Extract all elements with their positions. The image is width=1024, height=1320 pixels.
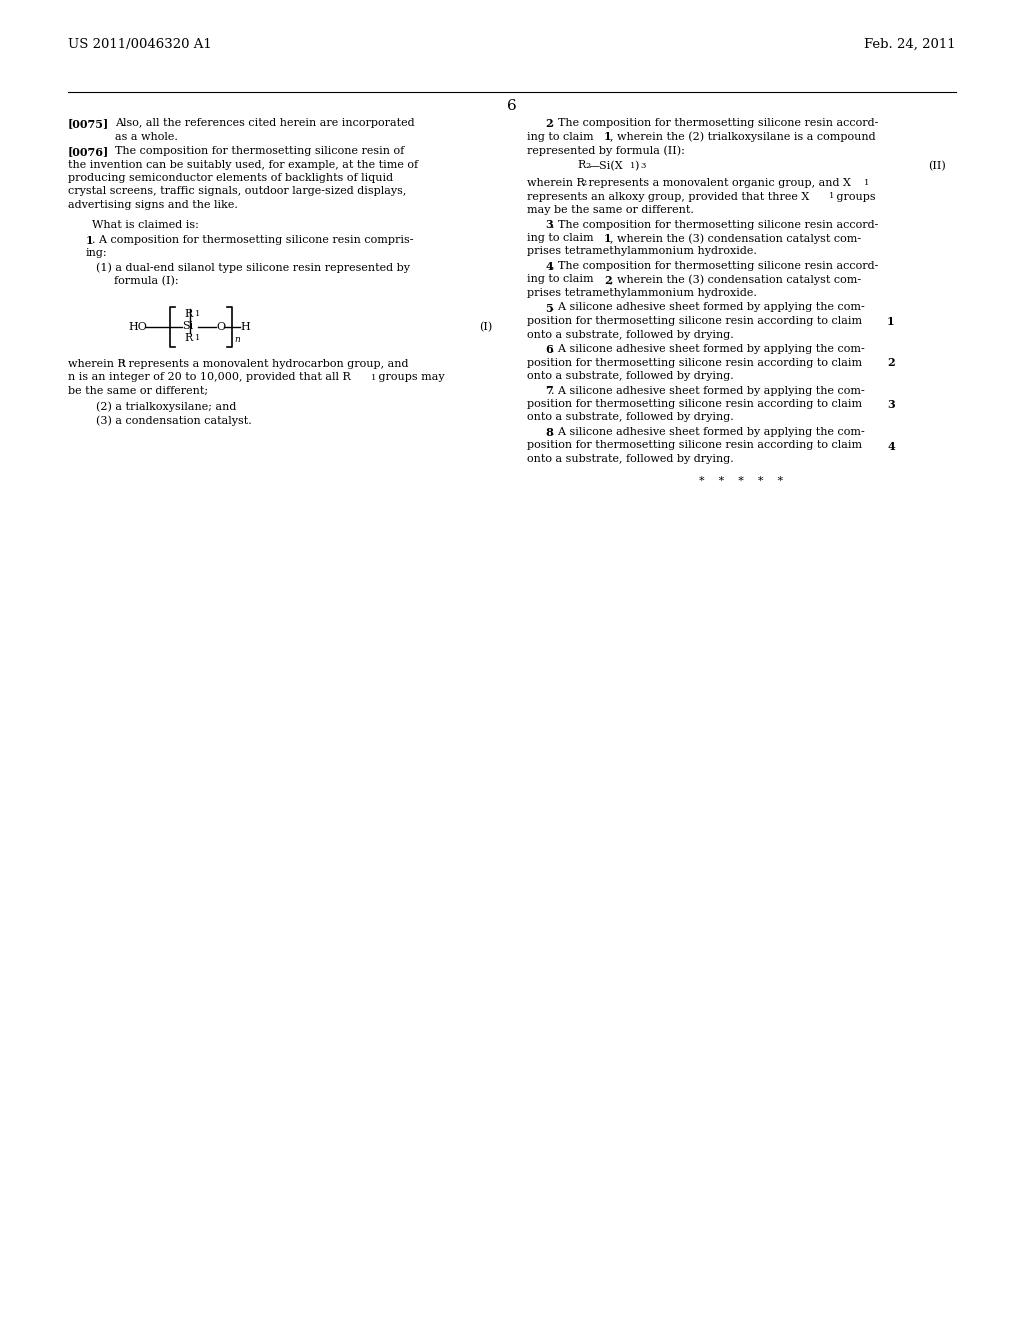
Text: be the same or different;: be the same or different; [68,385,208,396]
Text: 8: 8 [545,426,553,438]
Text: n: n [234,335,240,345]
Text: . A silicone adhesive sheet formed by applying the com-: . A silicone adhesive sheet formed by ap… [551,426,864,437]
Text: Also, all the references cited herein are incorporated: Also, all the references cited herein ar… [115,117,415,128]
Text: . A silicone adhesive sheet formed by applying the com-: . A silicone adhesive sheet formed by ap… [551,385,864,396]
Text: Si: Si [182,321,194,331]
Text: R: R [184,333,193,343]
Text: position for thermosetting silicone resin according to claim: position for thermosetting silicone resi… [527,399,865,409]
Text: prises tetramethylammonium hydroxide.: prises tetramethylammonium hydroxide. [527,288,757,298]
Text: groups: groups [833,191,876,202]
Text: H: H [240,322,250,333]
Text: 1: 1 [371,374,377,381]
Text: may be the same or different.: may be the same or different. [527,205,694,215]
Text: 1: 1 [630,161,635,169]
Text: . A composition for thermosetting silicone resin compris-: . A composition for thermosetting silico… [92,235,414,246]
Text: ing:: ing: [86,248,108,259]
Text: . The composition for thermosetting silicone resin accord-: . The composition for thermosetting sili… [551,219,879,230]
Text: ing to claim: ing to claim [527,132,597,141]
Text: . The composition for thermosetting silicone resin accord-: . The composition for thermosetting sili… [551,117,879,128]
Text: ing to claim: ing to claim [527,234,597,243]
Text: (I): (I) [479,322,493,333]
Text: (II): (II) [928,161,946,170]
Text: wherein R: wherein R [68,359,126,370]
Text: 1: 1 [829,193,835,201]
Text: n is an integer of 20 to 10,000, provided that all R: n is an integer of 20 to 10,000, provide… [68,372,351,383]
Text: 5: 5 [545,302,553,314]
Text: What is claimed is:: What is claimed is: [92,219,199,230]
Text: 2: 2 [604,275,611,285]
Text: 1: 1 [86,235,93,246]
Text: R: R [577,161,586,170]
Text: groups may: groups may [375,372,444,383]
Text: 3: 3 [640,161,645,169]
Text: position for thermosetting silicone resin according to claim: position for thermosetting silicone resi… [527,441,865,450]
Text: R: R [184,309,193,319]
Text: 1: 1 [604,132,611,143]
Text: *    *    *    *    *: * * * * * [699,475,783,486]
Text: represents a monovalent organic group, and X: represents a monovalent organic group, a… [585,178,851,187]
Text: 7: 7 [545,385,553,396]
Text: —Si(X: —Si(X [589,161,624,170]
Text: [0076]: [0076] [68,147,110,157]
Text: represents an alkoxy group, provided that three X: represents an alkoxy group, provided tha… [527,191,809,202]
Text: 4: 4 [887,441,895,451]
Text: The composition for thermosetting silicone resin of: The composition for thermosetting silico… [115,147,404,156]
Text: 2: 2 [581,180,587,187]
Text: onto a substrate, followed by drying.: onto a substrate, followed by drying. [527,412,734,422]
Text: ing to claim: ing to claim [527,275,597,285]
Text: US 2011/0046320 A1: US 2011/0046320 A1 [68,38,212,51]
Text: . A silicone adhesive sheet formed by applying the com-: . A silicone adhesive sheet formed by ap… [551,345,864,354]
Text: 1: 1 [604,234,611,244]
Text: [0075]: [0075] [68,117,110,129]
Text: 1: 1 [195,334,201,342]
Text: wherein R: wherein R [527,178,585,187]
Text: 6: 6 [545,345,553,355]
Text: . The composition for thermosetting silicone resin accord-: . The composition for thermosetting sili… [551,261,879,271]
Text: 3: 3 [887,399,895,411]
Text: 2: 2 [545,117,553,129]
Text: onto a substrate, followed by drying.: onto a substrate, followed by drying. [527,454,734,465]
Text: crystal screens, traffic signals, outdoor large-sized displays,: crystal screens, traffic signals, outdoo… [68,186,407,197]
Text: 1: 1 [121,360,126,368]
Text: HO: HO [128,322,146,333]
Text: advertising signs and the like.: advertising signs and the like. [68,201,238,210]
Text: onto a substrate, followed by drying.: onto a substrate, followed by drying. [527,330,734,339]
Text: 1: 1 [864,180,869,187]
Text: , wherein the (3) condensation catalyst com-: , wherein the (3) condensation catalyst … [610,234,861,244]
Text: 2: 2 [887,358,895,368]
Text: 6: 6 [507,99,517,114]
Text: ): ) [634,161,638,170]
Text: producing semiconductor elements of backlights of liquid: producing semiconductor elements of back… [68,173,393,183]
Text: (3) a condensation catalyst.: (3) a condensation catalyst. [96,414,252,425]
Text: the invention can be suitably used, for example, at the time of: the invention can be suitably used, for … [68,160,418,169]
Text: represented by formula (II):: represented by formula (II): [527,145,685,156]
Text: represents a monovalent hydrocarbon group, and: represents a monovalent hydrocarbon grou… [125,359,409,370]
Text: onto a substrate, followed by drying.: onto a substrate, followed by drying. [527,371,734,381]
Text: as a whole.: as a whole. [115,132,178,141]
Text: , wherein the (3) condensation catalyst com-: , wherein the (3) condensation catalyst … [610,275,861,285]
Text: , wherein the (2) trialkoxysilane is a compound: , wherein the (2) trialkoxysilane is a c… [610,132,876,143]
Text: position for thermosetting silicone resin according to claim: position for thermosetting silicone resi… [527,315,865,326]
Text: . A silicone adhesive sheet formed by applying the com-: . A silicone adhesive sheet formed by ap… [551,302,864,313]
Text: Feb. 24, 2011: Feb. 24, 2011 [864,38,956,51]
Text: (1) a dual-end silanol type silicone resin represented by: (1) a dual-end silanol type silicone res… [96,261,410,272]
Text: O: O [216,322,225,333]
Text: prises tetramethylammonium hydroxide.: prises tetramethylammonium hydroxide. [527,247,757,256]
Text: formula (I):: formula (I): [114,276,178,286]
Text: 4: 4 [545,261,553,272]
Text: (2) a trialkoxysilane; and: (2) a trialkoxysilane; and [96,401,237,412]
Text: 1: 1 [887,315,895,327]
Text: 1: 1 [195,310,201,318]
Text: 3: 3 [545,219,553,231]
Text: position for thermosetting silicone resin according to claim: position for thermosetting silicone resi… [527,358,865,367]
Text: 2: 2 [585,161,590,169]
